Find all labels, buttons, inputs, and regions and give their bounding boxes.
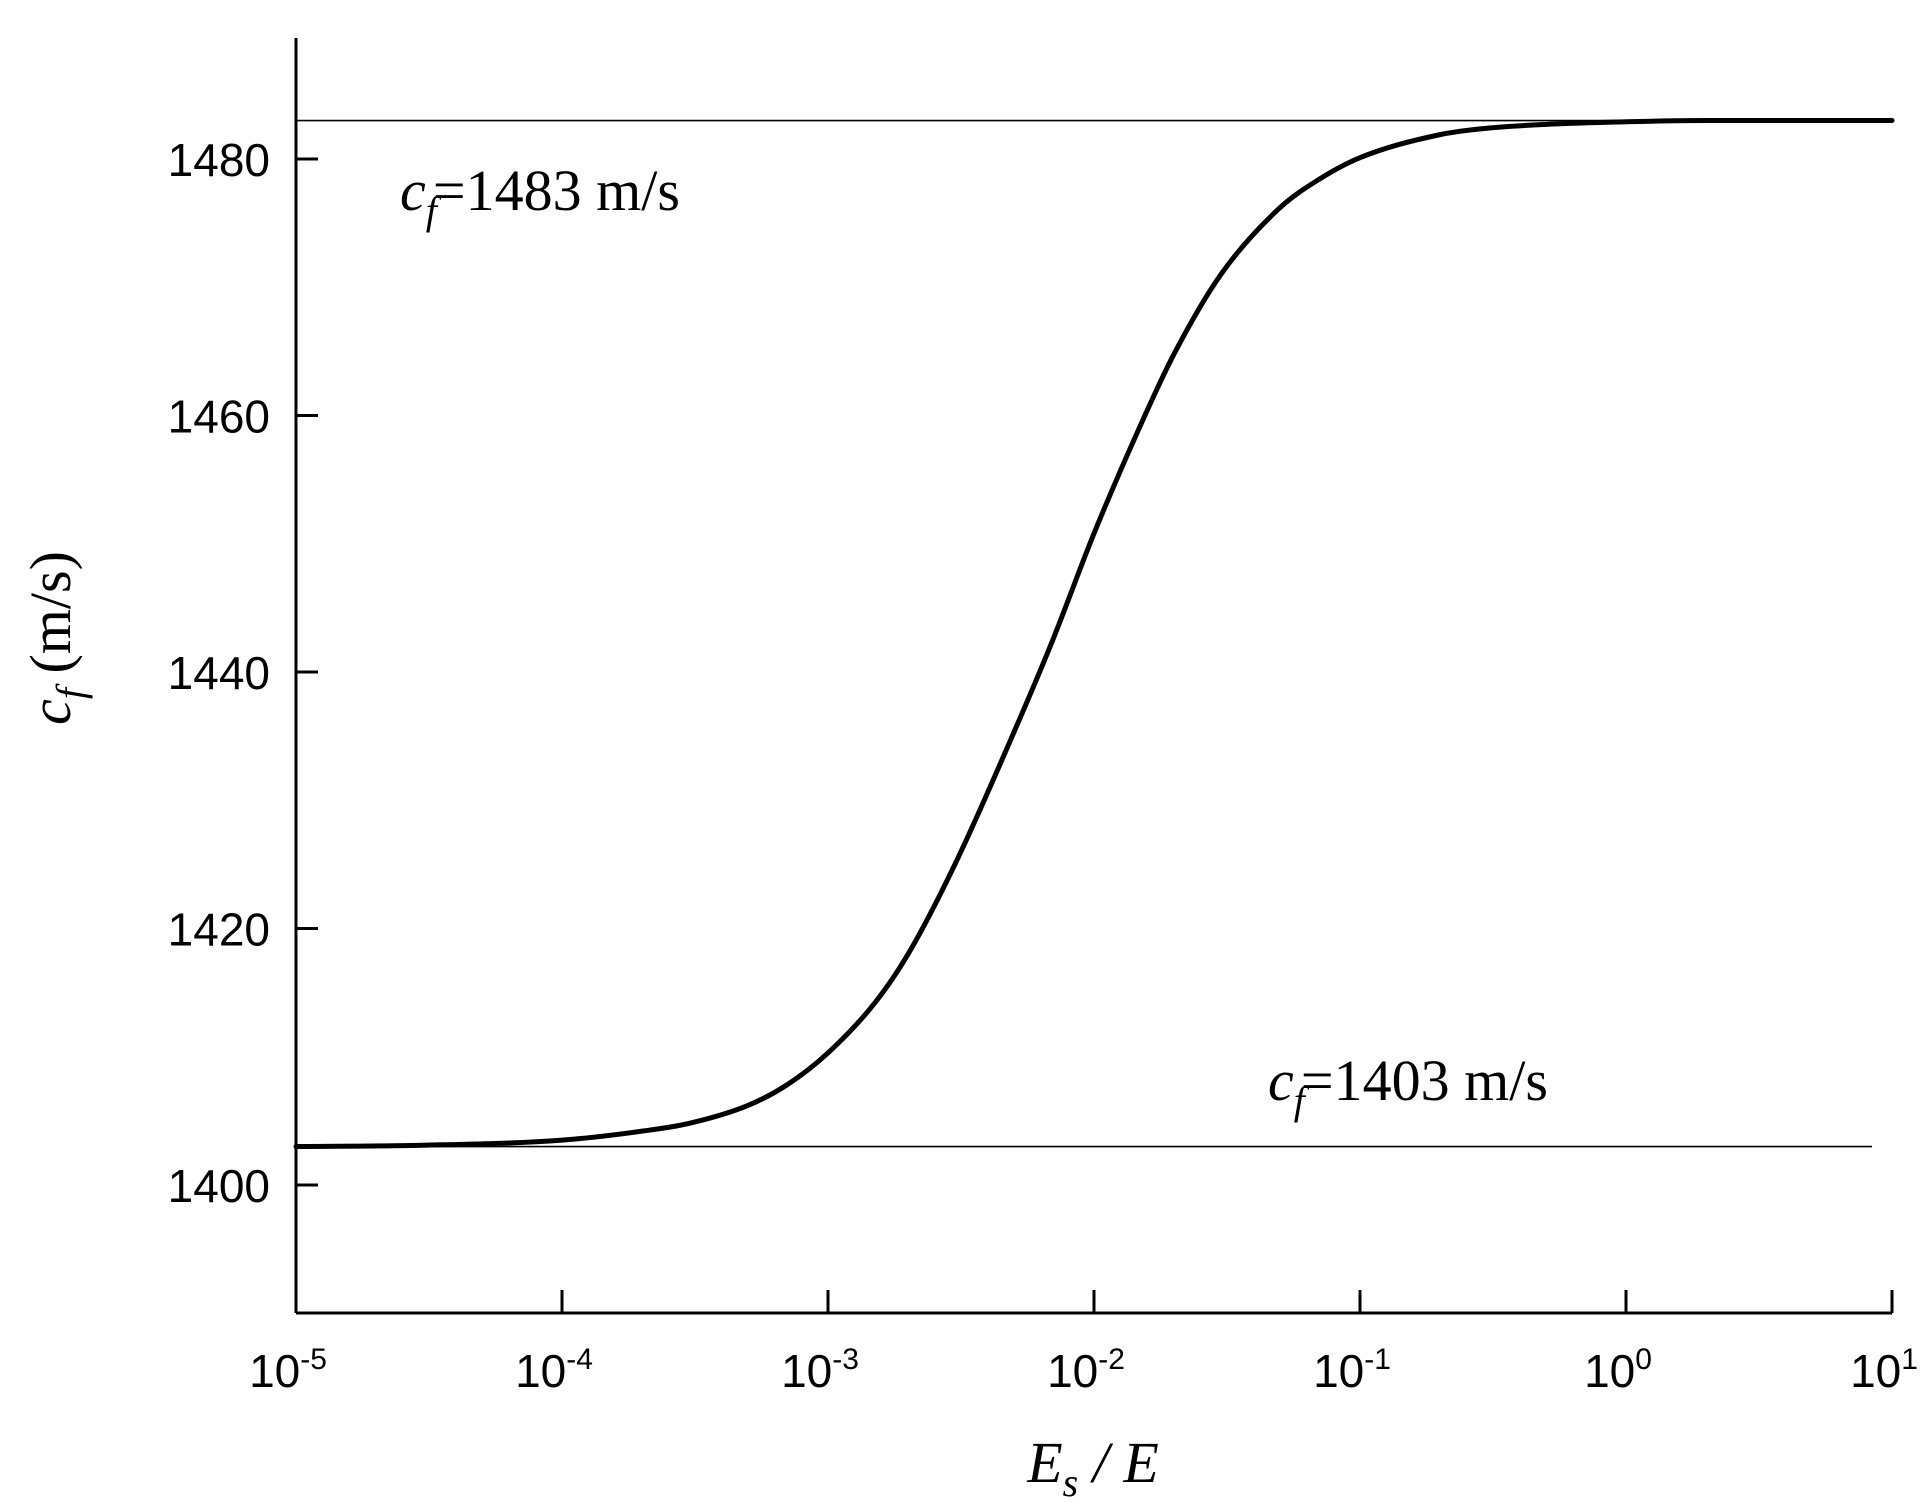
reference-lines: cf=1483 m/s cf=1403 m/s — [296, 119, 1892, 1148]
x-title-symbol: E — [1026, 1430, 1062, 1495]
y-title-rest: (m/s) — [18, 551, 83, 688]
x-tick-base: 10 — [1313, 1345, 1364, 1397]
y-tick-label: 1440 — [168, 647, 270, 699]
y-axis-title: cf (m/s) — [18, 551, 93, 725]
x-tick-label: 10-5 — [249, 1343, 327, 1397]
y-title-symbol: c — [18, 699, 83, 725]
x-ticks: 10-5 10-4 10-3 10-2 10-1 100 101 — [249, 1290, 1918, 1397]
reference-line-label: cf=1403 m/s — [1268, 1048, 1548, 1123]
ref-label-symbol: c — [400, 158, 426, 223]
x-tick-label: 10-3 — [781, 1343, 859, 1397]
x-tick-base: 10 — [249, 1345, 300, 1397]
x-tick-base: 10 — [781, 1345, 832, 1397]
x-title-rest: / E — [1078, 1430, 1159, 1495]
x-tick-exponent: 0 — [1635, 1343, 1652, 1376]
x-tick-base: 10 — [515, 1345, 566, 1397]
ref-label-symbol: c — [1268, 1048, 1294, 1113]
x-title-subscript: s — [1063, 1460, 1079, 1503]
x-tick-exponent: -2 — [1098, 1343, 1125, 1376]
ref-label-value: =1483 m/s — [433, 158, 680, 223]
x-tick-label: 10-1 — [1313, 1343, 1391, 1397]
y-tick-label: 1480 — [168, 134, 270, 186]
ref-label-value: =1403 m/s — [1301, 1048, 1548, 1113]
x-axis-title: Es / E — [1026, 1430, 1159, 1503]
axes — [294, 38, 1892, 1315]
x-tick-exponent: -3 — [832, 1343, 859, 1376]
x-tick-base: 10 — [1047, 1345, 1098, 1397]
x-tick-base: 10 — [1584, 1345, 1635, 1397]
x-tick-exponent: 1 — [1901, 1343, 1918, 1376]
x-tick-label: 10-2 — [1047, 1343, 1125, 1397]
series-line — [293, 118, 1895, 1150]
x-tick-label: 100 — [1584, 1343, 1652, 1397]
x-tick-label: 10-4 — [515, 1343, 593, 1397]
y-tick-label: 1460 — [168, 391, 270, 443]
x-tick-exponent: -1 — [1364, 1343, 1391, 1376]
axis-labels: Es / E cf (m/s) — [18, 551, 1159, 1503]
x-tick-base: 10 — [1850, 1345, 1901, 1397]
x-tick-exponent: -5 — [300, 1343, 327, 1376]
series-group — [293, 118, 1895, 1150]
x-tick-label: 101 — [1850, 1343, 1918, 1397]
y-tick-label: 1420 — [168, 904, 270, 956]
y-tick-label: 1400 — [168, 1160, 270, 1212]
x-tick-exponent: -4 — [566, 1343, 593, 1376]
reference-line-label: cf=1483 m/s — [400, 158, 680, 233]
y-ticks: 1400 1420 1440 1460 1480 — [168, 134, 318, 1212]
